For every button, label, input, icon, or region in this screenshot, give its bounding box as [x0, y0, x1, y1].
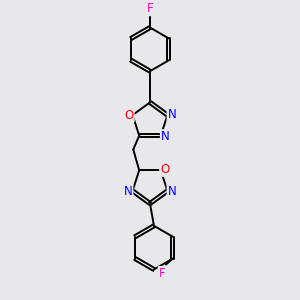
Text: F: F [159, 267, 165, 280]
Text: O: O [160, 163, 170, 176]
Text: F: F [147, 2, 153, 15]
Text: N: N [167, 108, 176, 121]
Text: O: O [124, 109, 134, 122]
Text: N: N [161, 130, 170, 143]
Text: N: N [167, 185, 176, 198]
Text: N: N [124, 185, 133, 198]
